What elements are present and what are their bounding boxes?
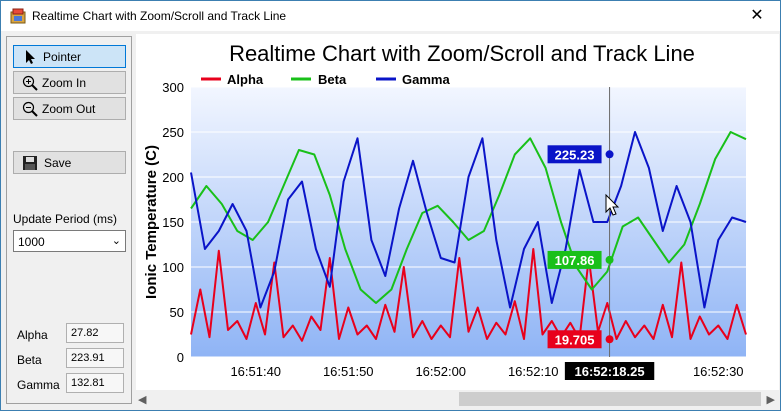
track-time-label: 16:52:18.25: [575, 364, 645, 379]
update-period-label: Update Period (ms): [13, 212, 118, 226]
series-alpha: [190, 248, 747, 342]
update-period-select[interactable]: 1000 ⌄: [13, 230, 126, 252]
pointer-icon: [26, 50, 35, 64]
realtime-chart[interactable]: Realtime Chart with Zoom/Scroll and Trac…: [136, 34, 779, 390]
track-label-beta: 107.86: [555, 253, 595, 268]
track-label-box-beta: [547, 250, 602, 269]
zoom-out-icon: [22, 101, 38, 117]
y-tick-label: 200: [162, 170, 184, 185]
series-beta: [190, 131, 747, 304]
y-axis-label: Ionic Temperature (C): [143, 145, 160, 299]
legend-gamma: Gamma: [402, 72, 450, 87]
scroll-right-icon[interactable]: ▶: [766, 394, 775, 406]
x-tick-label: 16:52:30: [693, 364, 744, 379]
save-button-label: Save: [44, 156, 72, 170]
chart-area[interactable]: Realtime Chart with Zoom/Scroll and Trac…: [136, 34, 779, 390]
x-tick-label: 16:52:00: [415, 364, 466, 379]
update-period-value: 1000: [18, 235, 45, 249]
close-icon: ✕: [750, 7, 764, 24]
title-bar: Realtime Chart with Zoom/Scroll and Trac…: [1, 1, 780, 31]
pointer-button-label: Pointer: [43, 50, 82, 64]
horizontal-scrollbar[interactable]: ◀ ▶: [136, 390, 779, 408]
zoom-in-button[interactable]: Zoom In: [13, 71, 126, 94]
floppy-disk-icon: [23, 156, 37, 170]
scroll-left-icon[interactable]: ◀: [138, 394, 147, 406]
y-tick-label: 300: [162, 80, 184, 95]
track-line: 225.23 107.86 19.705 16:52:18.25: [547, 87, 655, 380]
x-tick-labels: 16:51:4016:51:5016:52:0016:52:1016:52:20…: [230, 364, 743, 379]
alpha-readout-value: 27.82: [66, 323, 124, 343]
close-button[interactable]: ✕: [734, 1, 780, 31]
mouse-cursor-icon: [605, 193, 620, 216]
legend: Alpha Beta Gamma: [201, 72, 450, 87]
zoom-in-icon: [22, 75, 38, 91]
y-tick-label: 250: [162, 125, 184, 140]
series-gamma: [190, 131, 747, 309]
legend-alpha: Alpha: [227, 72, 264, 87]
y-tick-label: 100: [162, 260, 184, 275]
series-lines: [190, 131, 747, 342]
beta-readout-label: Beta: [17, 353, 42, 367]
track-label-box-alpha: [547, 330, 602, 349]
scrollbar-thumb[interactable]: [459, 392, 761, 406]
zoom-out-button[interactable]: Zoom Out: [13, 97, 126, 120]
x-tick-label: 16:52:10: [508, 364, 559, 379]
track-dot-gamma: [605, 150, 614, 159]
chevron-down-icon: ⌄: [111, 235, 121, 247]
y-tick-labels: 0 50 100 150 200 250 300: [162, 80, 184, 365]
save-button[interactable]: Save: [13, 151, 126, 174]
chart-title: Realtime Chart with Zoom/Scroll and Trac…: [229, 41, 695, 66]
y-tick-label: 50: [170, 305, 184, 320]
app-icon: [10, 8, 26, 24]
zoom-in-button-label: Zoom In: [42, 76, 87, 90]
x-tick-label: 16:51:40: [230, 364, 281, 379]
track-dot-beta: [605, 255, 614, 264]
y-tick-label: 0: [177, 350, 184, 365]
gamma-readout-value: 132.81: [66, 373, 124, 393]
track-label-gamma: 225.23: [555, 147, 595, 162]
track-label-alpha: 19.705: [555, 332, 595, 347]
alpha-readout-label: Alpha: [17, 328, 48, 342]
gamma-readout-label: Gamma: [17, 378, 60, 392]
track-label-box-gamma: [547, 145, 602, 164]
zoom-out-button-label: Zoom Out: [42, 102, 96, 116]
beta-readout-value: 223.91: [66, 348, 124, 368]
x-tick-label: 16:51:50: [323, 364, 374, 379]
legend-beta: Beta: [318, 72, 347, 87]
track-dot-alpha: [605, 335, 614, 344]
control-panel: Pointer Zoom In Zoom Out Save Update Per…: [6, 36, 132, 404]
pointer-button[interactable]: Pointer: [13, 45, 126, 68]
y-tick-label: 150: [162, 215, 184, 230]
window-title: Realtime Chart with Zoom/Scroll and Trac…: [32, 9, 287, 23]
track-time-box: [564, 362, 655, 380]
